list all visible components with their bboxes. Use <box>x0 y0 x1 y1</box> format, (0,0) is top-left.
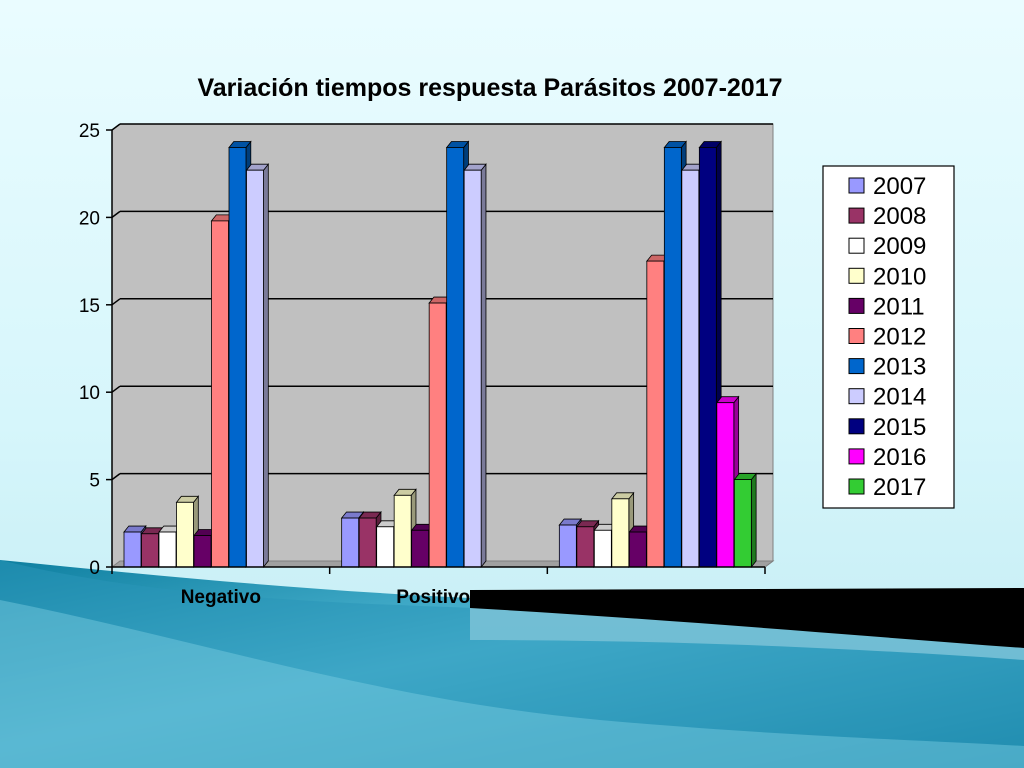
bar-2014-Negativo <box>245 163 270 569</box>
y-tick-label: 0 <box>89 558 100 579</box>
bars <box>123 140 757 569</box>
gridline-depth <box>111 473 121 481</box>
legend-box <box>822 165 955 509</box>
legend-item-2007: 2007 <box>848 173 926 200</box>
legend-label: 2007 <box>873 173 926 200</box>
legend-swatch <box>848 237 865 254</box>
legend: 2007 2008 2009 2010 2011 2012 2013 2014 2015 2016… <box>822 165 955 509</box>
legend-label: 2016 <box>873 444 926 471</box>
legend-swatch <box>848 448 865 465</box>
gridline-depth <box>111 123 121 131</box>
chart-title: Variación tiempos respuesta Parásitos 20… <box>197 74 782 102</box>
legend-item-2008: 2008 <box>848 203 926 230</box>
legend-swatch <box>848 418 865 435</box>
gridline-depth <box>111 210 121 218</box>
legend-label: 2010 <box>873 263 926 290</box>
gridline-depth <box>111 385 121 393</box>
bar-2017-category-3 <box>733 472 757 569</box>
legend-swatch <box>848 478 865 495</box>
y-tick-label: 25 <box>79 121 100 142</box>
legend-item-2014: 2014 <box>848 384 926 411</box>
y-tick-label: 15 <box>79 296 100 317</box>
legend-swatch <box>848 297 865 314</box>
legend-swatch <box>848 177 865 194</box>
legend-swatch <box>848 267 865 284</box>
legend-label: 2011 <box>873 293 925 320</box>
y-axis: 0 5 10 15 20 25 <box>79 121 113 579</box>
gridline-depth <box>111 298 121 306</box>
x-category-label: Negativo <box>181 587 261 608</box>
legend-swatch <box>848 358 865 375</box>
legend-label: 2008 <box>873 203 926 230</box>
legend-label: 2014 <box>873 384 926 411</box>
legend-swatch <box>848 207 865 224</box>
legend-item-2009: 2009 <box>848 233 926 260</box>
x-axis: Negativo Positivos <box>111 566 766 608</box>
legend-swatch <box>848 388 865 405</box>
legend-item-2012: 2012 <box>848 324 926 351</box>
legend-item-2011: 2011 <box>848 293 925 320</box>
legend-label: 2009 <box>873 233 926 260</box>
y-tick-label: 5 <box>89 471 100 492</box>
legend-label: 2015 <box>873 414 926 441</box>
legend-item-2016: 2016 <box>848 444 926 471</box>
legend-label: 2013 <box>873 354 926 381</box>
legend-item-2010: 2010 <box>848 263 926 290</box>
legend-item-2017: 2017 <box>848 474 926 501</box>
bar-2014-Positivos <box>463 163 487 569</box>
y-tick-label: 10 <box>79 383 100 404</box>
legend-item-2015: 2015 <box>848 414 926 441</box>
legend-label: 2012 <box>873 324 926 351</box>
legend-swatch <box>848 328 865 344</box>
legend-label: 2017 <box>873 474 926 501</box>
x-category-label: Positivos <box>396 587 480 608</box>
y-tick-label: 20 <box>79 208 100 229</box>
legend-item-2013: 2013 <box>848 354 926 381</box>
